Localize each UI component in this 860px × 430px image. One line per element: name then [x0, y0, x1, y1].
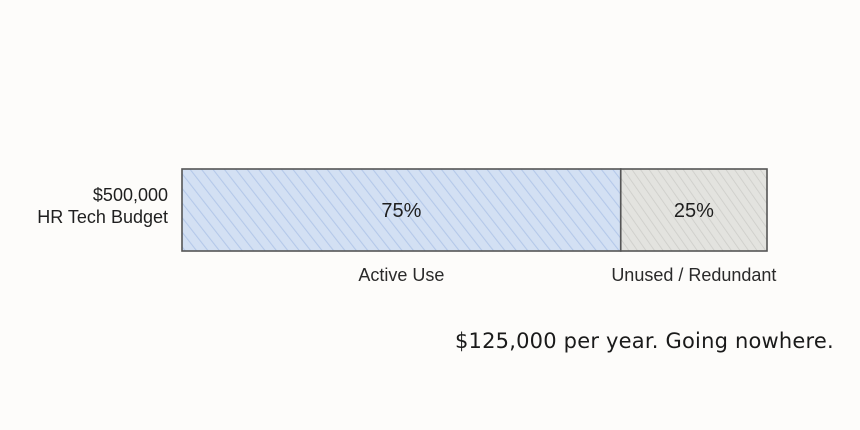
- bar-segment-active-use: [181, 168, 622, 252]
- budget-amount: $500,000: [92, 185, 168, 205]
- category-labels: Active Use Unused / Redundant: [358, 265, 776, 285]
- value-label-active-use: 75%: [381, 200, 421, 222]
- category-label-unused-redundant: Unused / Redundant: [611, 265, 776, 285]
- bar-segment-unused-redundant: [619, 168, 768, 252]
- value-label-unused-redundant: 25%: [674, 200, 714, 222]
- bars: [181, 168, 768, 252]
- annotation-text: $125,000 per year. Going nowhere.: [455, 329, 834, 353]
- budget-label: $500,000 HR Tech Budget: [37, 184, 168, 228]
- category-label-active-use: Active Use: [358, 265, 444, 285]
- budget-title: HR Tech Budget: [37, 207, 168, 227]
- value-labels: 75% 25%: [381, 200, 714, 222]
